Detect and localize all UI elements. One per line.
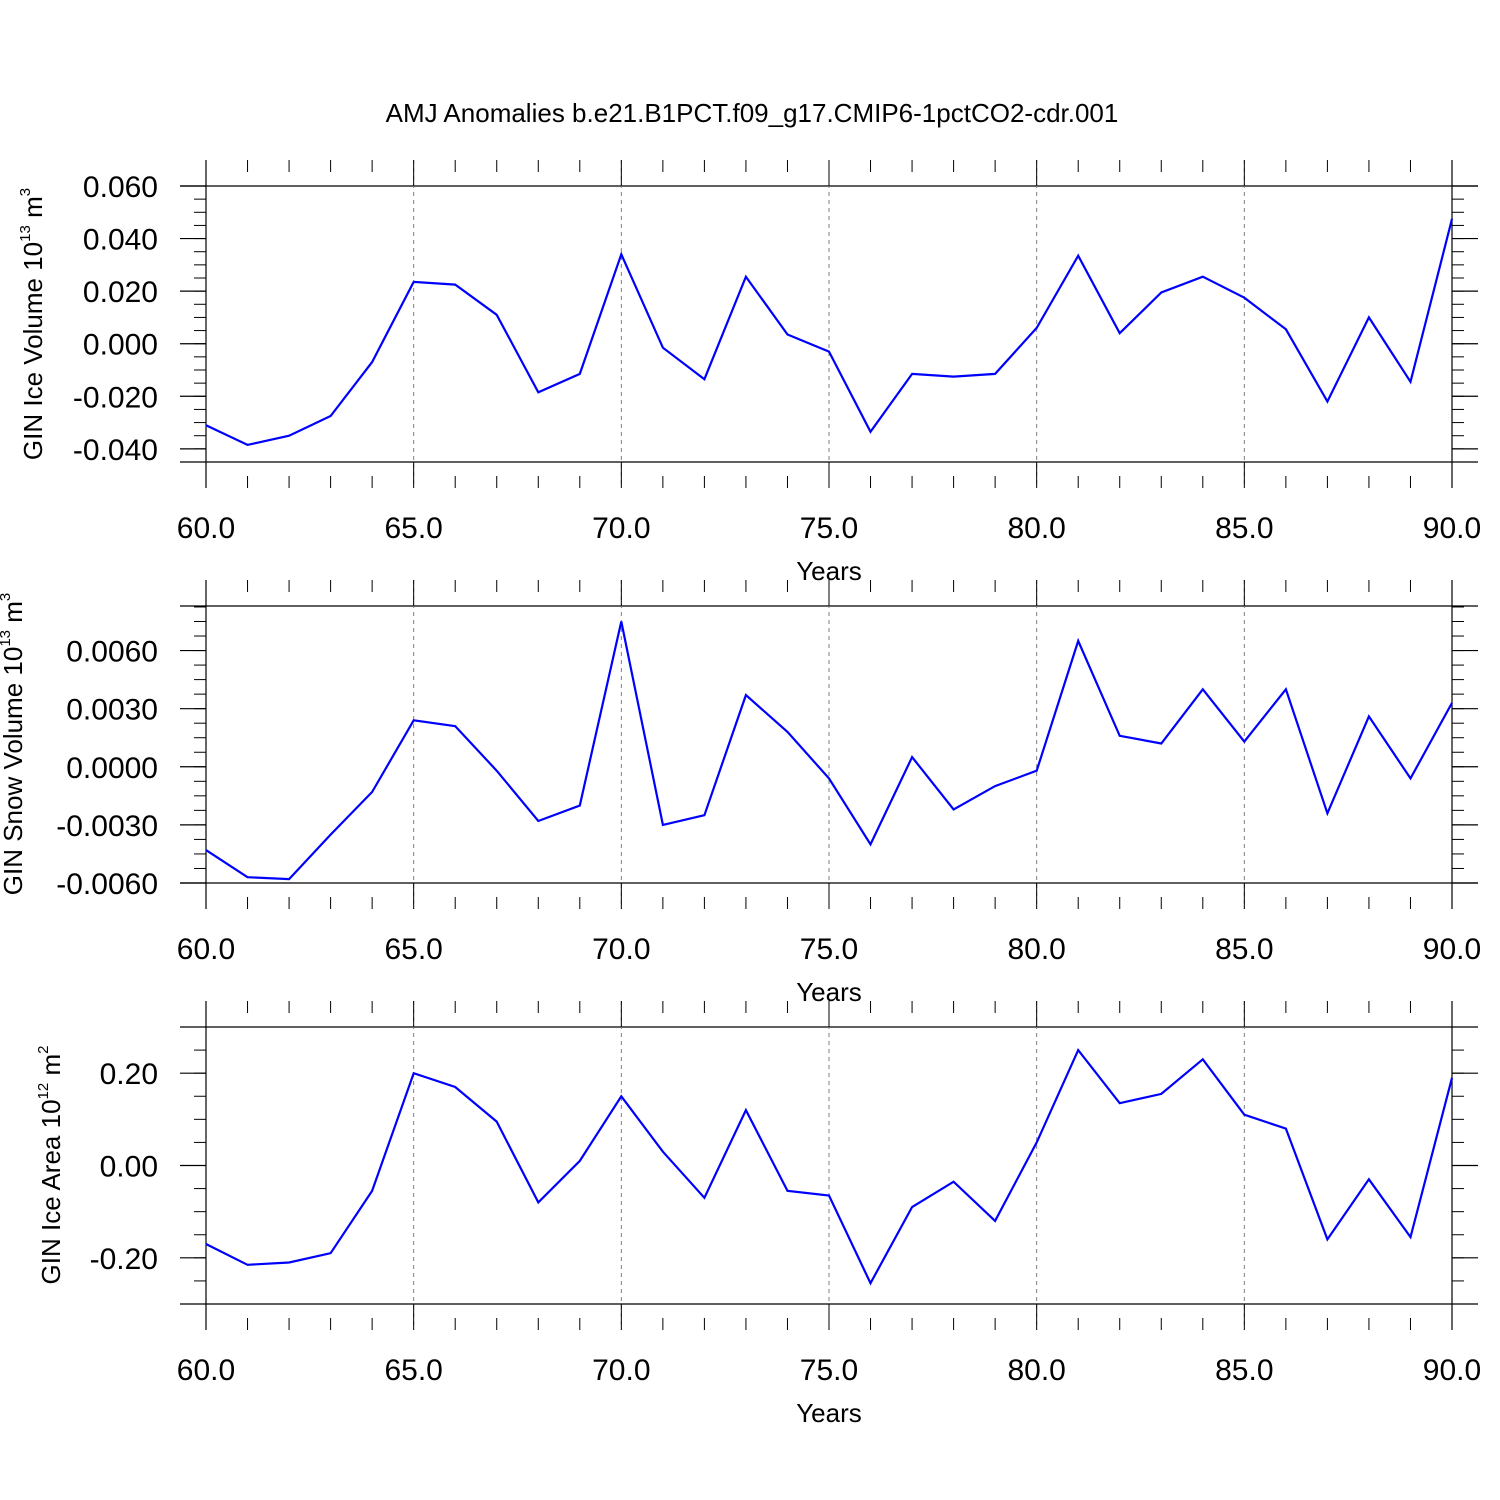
x-tick-label: 75.0 [800, 933, 858, 966]
y-label-unit-exponent: 3 [17, 188, 34, 196]
y-label-unit-exponent: 3 [0, 593, 14, 601]
y-tick-label: -0.040 [73, 434, 158, 467]
x-tick-label: 80.0 [1007, 1354, 1065, 1387]
series-line [205, 1047, 1454, 1286]
panel-ice-volume: GIN Ice Volume 1013 m3 Years 60.0 65.0 70.… [17, 160, 1481, 586]
x-tick-label: 60.0 [177, 512, 235, 545]
x-tick-label: 60.0 [177, 933, 235, 966]
y-tick-label: 0.020 [83, 276, 158, 309]
x-tick-label: 65.0 [384, 1354, 442, 1387]
y-tick-label: 0.0030 [66, 694, 158, 727]
x-tick-label: 65.0 [384, 933, 442, 966]
panel-snow-volume: GIN Snow Volume 1013 m3 Years 60.065.070… [0, 580, 1481, 1007]
x-tick-label: 80.0 [1007, 512, 1065, 545]
y-tick-label: -0.20 [90, 1243, 158, 1276]
x-tick-label: 90.0 [1423, 512, 1481, 545]
x-tick-label: 70.0 [592, 933, 650, 966]
x-tick-label: 85.0 [1215, 933, 1273, 966]
y-axis-label: GIN Ice Volume 1013 m3 [17, 188, 48, 460]
y-label-unit: m [18, 196, 48, 225]
y-tick-label: 0.0060 [66, 636, 158, 669]
y-tick-label: -0.020 [73, 381, 158, 414]
x-tick-label: 85.0 [1215, 512, 1273, 545]
y-label-text: GIN Ice Volume 10 [18, 242, 48, 460]
x-tick-label: 65.0 [384, 512, 442, 545]
x-tick-label: 90.0 [1423, 1354, 1481, 1387]
x-tick-label: 80.0 [1007, 933, 1065, 966]
y-label-exponent: 13 [17, 225, 34, 242]
series-line [205, 621, 1453, 881]
panel-ice-area: GIN Ice Area 1012 m2 Years 60.0 65.0 70.0 7… [35, 1001, 1481, 1428]
y-axis-label: GIN Snow Volume 1013 m3 [0, 593, 28, 896]
y-label-unit: m [36, 1054, 66, 1083]
x-tick-label: 85.0 [1215, 1354, 1273, 1387]
y-label-text: GIN Ice Area 10 [36, 1099, 66, 1284]
y-axis-label: GIN Ice Area 1012 m2 [35, 1046, 66, 1285]
y-tick-label: 0.060 [83, 171, 158, 204]
y-label-exponent: 13 [0, 630, 14, 647]
x-tick-label: 70.0 [592, 512, 650, 545]
y-tick-label: 0.000 [83, 329, 158, 362]
y-label-unit-exponent: 2 [35, 1046, 52, 1054]
series-line [205, 218, 1454, 447]
y-tick-label: 0.0000 [66, 752, 158, 785]
x-tick-label: 60.0 [177, 1354, 235, 1387]
y-tick-label: 0.00 [100, 1151, 158, 1184]
y-label-unit: m [0, 601, 28, 630]
chart-title: AMJ Anomalies b.e21.B1PCT.f09_g17.CMIP6-… [386, 98, 1119, 128]
y-tick-label: -0.0030 [56, 810, 158, 843]
x-tick-label: 75.0 [800, 512, 858, 545]
y-tick-label: -0.0060 [56, 868, 158, 901]
x-axis-label: Years [796, 1398, 862, 1428]
y-tick-label: 0.20 [100, 1058, 158, 1091]
y-tick-label: 0.040 [83, 224, 158, 257]
y-label-text: GIN Snow Volume 10 [0, 647, 28, 896]
y-label-exponent: 12 [35, 1083, 52, 1100]
x-tick-label: 90.0 [1423, 933, 1481, 966]
x-tick-label: 70.0 [592, 1354, 650, 1387]
x-tick-label: 75.0 [800, 1354, 858, 1387]
